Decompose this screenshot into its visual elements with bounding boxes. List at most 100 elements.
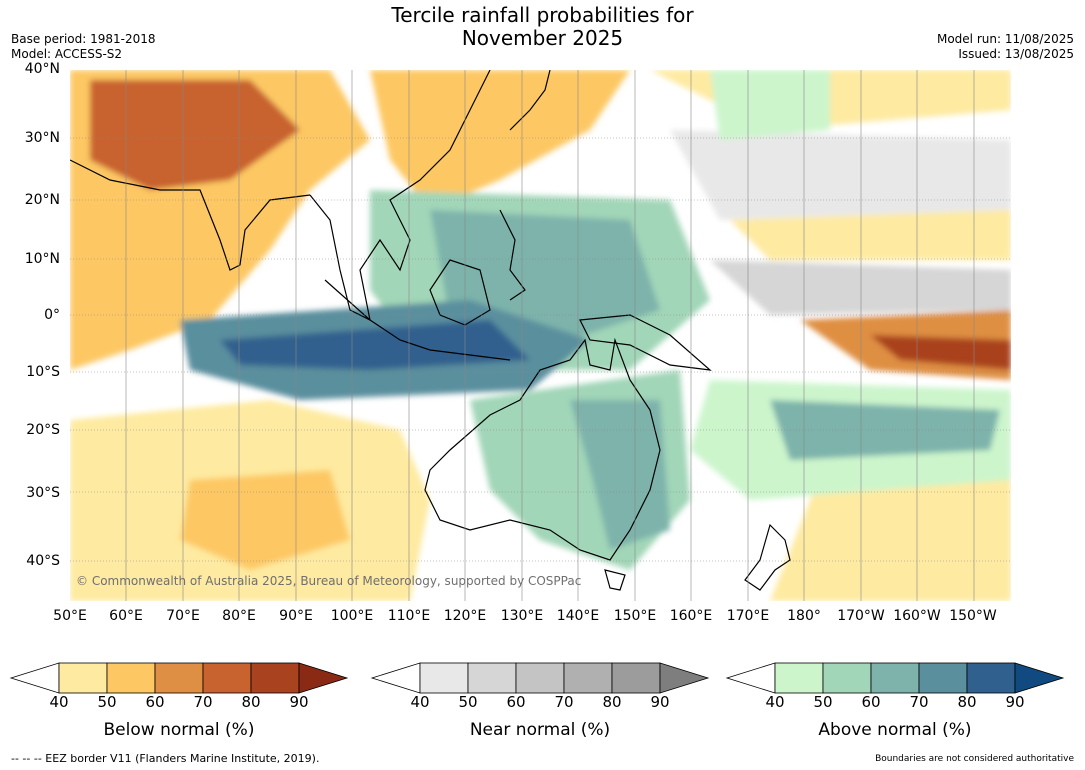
above-colorbar-segment-2: [822, 662, 872, 694]
above-tick-50: 50: [813, 693, 833, 711]
lon-label-170e: 170°E: [726, 608, 770, 624]
model-run-issued-info: Model run: 11/08/2025 Issued: 13/08/2025: [936, 32, 1074, 61]
above-colorbar-segment-3: [870, 662, 920, 694]
near-tick-50: 50: [458, 693, 478, 711]
lon-label-100e: 100°E: [330, 608, 374, 624]
above-tick-90: 90: [1005, 693, 1025, 711]
above-normal-legend-title: Above normal (%): [818, 720, 972, 740]
below-tick-60: 60: [145, 693, 165, 711]
above-normal-region-south-pacific-core: [770, 400, 1000, 460]
lon-label-170w: 170°W: [837, 608, 885, 624]
coastline-new-guinea: [579, 314, 712, 371]
below-normal-region-asia: [90, 80, 300, 190]
lon-label-160e: 160°E: [669, 608, 713, 624]
near-normal-legend-title: Near normal (%): [469, 720, 611, 740]
below-normal-region-china: [370, 70, 630, 210]
above-colorbar-extend-low: [725, 662, 776, 694]
eez-border-footnote: -- -- -- EEZ border V11 (Flanders Marine…: [11, 752, 320, 765]
above-tick-80: 80: [957, 693, 977, 711]
near-tick-80: 80: [602, 693, 622, 711]
near-normal-region-north-pacific: [670, 130, 1011, 220]
lon-label-180: 180°: [787, 608, 821, 624]
below-colorbar-extend-high: [298, 662, 349, 694]
lon-label-90e: 90°E: [279, 608, 313, 624]
near-tick-60: 60: [506, 693, 526, 711]
lat-label-40n: 40°N: [24, 61, 60, 77]
near-colorbar-segment-1: [419, 662, 469, 694]
lat-label-20s: 20°S: [26, 422, 60, 438]
below-colorbar-segment-5: [250, 662, 300, 694]
below-colorbar-segment-1: [58, 662, 108, 694]
below-colorbar-segment-4: [202, 662, 252, 694]
coastline-new-zealand: [744, 523, 791, 591]
above-colorbar-extend-high: [1014, 662, 1065, 694]
below-tick-80: 80: [241, 693, 261, 711]
above-colorbar-segment-4: [918, 662, 968, 694]
lat-label-30s: 30°S: [26, 485, 60, 501]
below-colorbar-segment-3: [154, 662, 204, 694]
lon-label-80e: 80°E: [222, 608, 256, 624]
lon-label-130e: 130°E: [500, 608, 544, 624]
lon-label-150e: 150°E: [613, 608, 657, 624]
below-normal-region-pacific-east-core: [870, 335, 1011, 370]
colorbar-above-normal: [725, 662, 1065, 694]
below-tick-50: 50: [97, 693, 117, 711]
lon-label-150w: 150°W: [949, 608, 997, 624]
below-colorbar-extend-low: [9, 662, 60, 694]
lon-label-70e: 70°E: [166, 608, 200, 624]
above-tick-40: 40: [765, 693, 785, 711]
copyright-notice: © Commonwealth of Australia 2025, Bureau…: [76, 574, 582, 588]
graticule-meridians: [125, 70, 975, 601]
lon-label-60e: 60°E: [109, 608, 143, 624]
graticule: [70, 137, 1011, 562]
coastline-australia: [424, 337, 661, 561]
near-colorbar-segment-2: [467, 662, 517, 694]
coastline-japan: [509, 70, 551, 131]
near-colorbar-segment-4: [563, 662, 613, 694]
colorbar-near-normal: [370, 662, 710, 694]
below-normal-region-south-mid: [180, 470, 350, 570]
boundaries-disclaimer: Boundaries are not considered authoritat…: [875, 754, 1074, 764]
probability-fields: [70, 70, 1011, 601]
lon-label-140e: 140°E: [556, 608, 600, 624]
lat-label-20n: 20°N: [24, 192, 60, 208]
near-tick-70: 70: [554, 693, 574, 711]
above-colorbar-segment-1: [774, 662, 824, 694]
near-tick-90: 90: [650, 693, 670, 711]
near-colorbar-segment-5: [611, 662, 661, 694]
lat-label-10n: 10°N: [24, 251, 60, 267]
near-colorbar-extend-low: [370, 662, 421, 694]
lat-label-equator: 0°: [44, 307, 60, 323]
below-tick-70: 70: [193, 693, 213, 711]
near-colorbar-extend-high: [659, 662, 710, 694]
above-colorbar-segment-5: [966, 662, 1016, 694]
below-normal-region-pacific-band: [730, 210, 1011, 260]
coastline-sumatra-java: [324, 279, 511, 361]
coastline-tasmania: [604, 569, 626, 591]
near-normal-region-pacific-mid: [710, 260, 1011, 315]
below-tick-90: 90: [289, 693, 309, 711]
colorbar-below-normal: [9, 662, 349, 694]
lat-label-10s: 10°S: [26, 364, 60, 380]
coastline-southeast-asia: [309, 70, 491, 322]
coastline-philippines: [499, 209, 526, 301]
above-normal-region-north-pacific: [710, 70, 830, 140]
lon-label-50e: 50°E: [53, 608, 87, 624]
below-tick-40: 40: [49, 693, 69, 711]
near-tick-40: 40: [410, 693, 430, 711]
lat-label-40s: 40°S: [26, 553, 60, 569]
coastlines: [70, 70, 791, 591]
lon-label-160w: 160°W: [893, 608, 941, 624]
below-normal-legend-title: Below normal (%): [103, 720, 255, 740]
above-tick-70: 70: [909, 693, 929, 711]
coastline-india: [70, 159, 311, 271]
above-tick-60: 60: [861, 693, 881, 711]
lon-label-110e: 110°E: [387, 608, 431, 624]
rainfall-probability-map: [70, 70, 1011, 601]
colorbar-legends: [9, 662, 1065, 694]
lat-label-30n: 30°N: [24, 130, 60, 146]
near-colorbar-segment-3: [515, 662, 565, 694]
lon-label-120e: 120°E: [443, 608, 487, 624]
base-period-model-info: Base period: 1981-2018 Model: ACCESS-S2: [11, 32, 156, 61]
above-normal-region-australia-east: [570, 400, 670, 550]
